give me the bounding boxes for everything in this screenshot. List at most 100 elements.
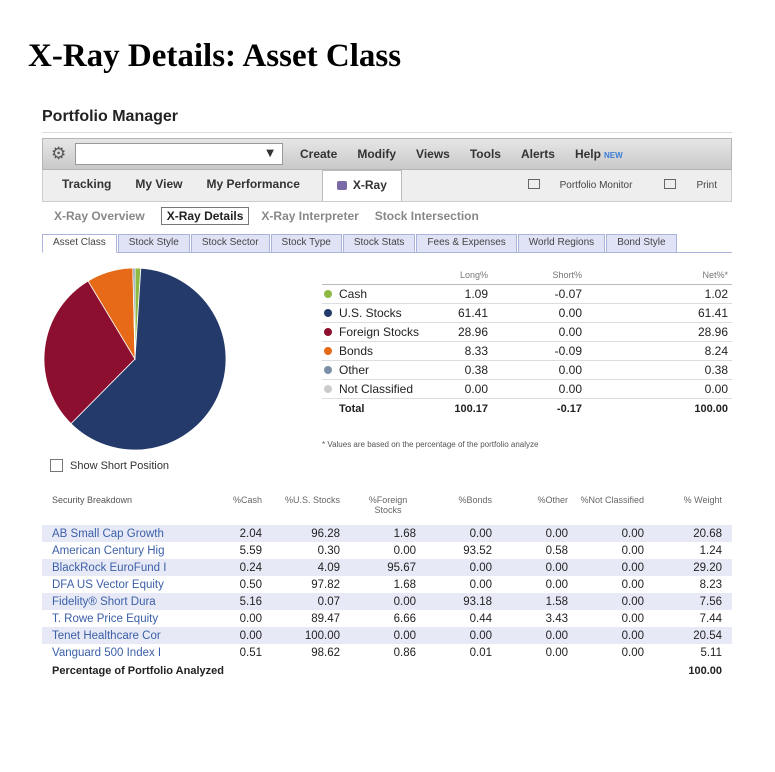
tab-fees-expenses[interactable]: Fees & Expenses — [416, 234, 517, 253]
table-row: DFA US Vector Equity 0.50 97.82 1.68 0.00 0.0… — [42, 576, 732, 593]
bonds-value: 93.18 — [463, 595, 492, 608]
tab-stock-stats[interactable]: Stock Stats — [342, 234, 416, 253]
print-link[interactable]: Print — [648, 179, 717, 191]
security-name[interactable]: American Century Hig — [52, 544, 165, 557]
tab-x-ray[interactable]: X-Ray — [321, 170, 402, 201]
portfolio-monitor-link[interactable]: Portfolio Monitor — [512, 179, 633, 191]
allocation-row: U.S. Stocks 61.41 0.00 61.41 — [322, 304, 732, 323]
not-classified-value: 0.00 — [621, 578, 644, 591]
security-name[interactable]: Tenet Healthcare Cor — [52, 629, 161, 642]
tab-stock-sector[interactable]: Stock Sector — [190, 234, 270, 253]
asset-class-pie-chart — [42, 266, 228, 457]
total-analyzed-label: Percentage of Portfolio Analyzed — [52, 665, 224, 677]
tab-stock-style[interactable]: Stock Style — [117, 234, 190, 253]
weight-value: 7.56 — [699, 595, 722, 608]
security-name[interactable]: Vanguard 500 Index I — [52, 646, 162, 659]
allocation-label: Not Classified — [339, 382, 414, 396]
header-not-classified: %Not Classified — [580, 495, 644, 505]
tab-world-regions[interactable]: World Regions — [517, 234, 606, 253]
bonds-value: 0.44 — [469, 612, 492, 625]
other-value: 0.58 — [545, 544, 568, 557]
bonds-value: 0.00 — [469, 527, 492, 540]
foreign-stocks-value: 0.00 — [393, 629, 416, 642]
not-classified-value: 0.00 — [621, 646, 644, 659]
menu-tools[interactable]: Tools — [469, 147, 501, 161]
allocation-name: Foreign Stocks — [322, 325, 438, 339]
chevron-down-icon: ▼ — [266, 148, 274, 159]
allocation-label: Foreign Stocks — [339, 325, 420, 339]
us-stocks-value: 98.62 — [311, 646, 340, 659]
bonds-value: 0.00 — [469, 629, 492, 642]
allocation-name: Not Classified — [322, 382, 438, 396]
menu-alerts[interactable]: Alerts — [520, 147, 555, 161]
header-foreign-stocks: %Foreign Stocks — [368, 495, 408, 515]
security-name[interactable]: DFA US Vector Equity — [52, 578, 164, 591]
weight-value: 1.24 — [699, 544, 722, 557]
header-bonds: %Bonds — [458, 495, 492, 505]
tab-my-performance[interactable]: My Performance — [206, 177, 300, 191]
portfolio-manager-panel: Portfolio Manager ⚙ ▼ Create Modify View… — [42, 103, 732, 677]
allocation-net: 28.96 — [697, 325, 728, 339]
subnav-xray-interpreter[interactable]: X-Ray Interpreter — [261, 209, 359, 223]
tab-my-view[interactable]: My View — [135, 177, 183, 191]
detail-tabs: Asset Class Stock Style Stock Sector Sto… — [42, 234, 732, 253]
menu-help[interactable]: Help NEW — [575, 147, 623, 161]
not-classified-value: 0.00 — [621, 612, 644, 625]
security-breakdown-rows: AB Small Cap Growth 2.04 96.28 1.68 0.00 0.00… — [42, 525, 732, 661]
portfolio-select[interactable]: ▼ — [75, 143, 283, 165]
allocation-row: Foreign Stocks 28.96 0.00 28.96 — [322, 323, 732, 342]
weight-value: 7.44 — [699, 612, 722, 625]
allocation-long: 8.33 — [464, 344, 488, 358]
bonds-value: 0.00 — [469, 578, 492, 591]
allocation-net: 8.24 — [704, 344, 728, 358]
menu-modify[interactable]: Modify — [357, 147, 397, 161]
security-name[interactable]: AB Small Cap Growth — [52, 527, 164, 540]
tab-stock-type[interactable]: Stock Type — [270, 234, 342, 253]
weight-value: 5.11 — [700, 646, 722, 659]
table-row: Fidelity® Short Dura 5.16 0.07 0.00 93.18 1.5… — [42, 593, 732, 610]
allocation-short: -0.09 — [554, 344, 582, 358]
security-name[interactable]: T. Rowe Price Equity — [52, 612, 159, 625]
subnav-xray-details[interactable]: X-Ray Details — [160, 207, 250, 225]
menu-views[interactable]: Views — [416, 147, 450, 161]
tab-bond-style[interactable]: Bond Style — [606, 234, 677, 253]
legend-dot-icon — [324, 385, 332, 393]
show-short-position[interactable]: Show Short Position — [50, 459, 169, 472]
security-name[interactable]: BlackRock EuroFund I — [52, 561, 167, 574]
header-weight: % Weight — [683, 495, 722, 505]
tab-tracking[interactable]: Tracking — [62, 177, 112, 191]
allocation-row: Bonds 8.33 -0.09 8.24 — [322, 342, 732, 361]
monitor-icon — [527, 179, 540, 189]
pie-slice-u-s-stocks — [70, 267, 227, 451]
allocation-long: 0.38 — [464, 363, 488, 377]
us-stocks-value: 96.28 — [311, 527, 340, 540]
allocation-header: Long% Short% Net%* — [322, 270, 732, 285]
subnav-stock-intersection[interactable]: Stock Intersection — [374, 209, 479, 223]
total-analyzed-value: 100.00 — [688, 665, 722, 677]
not-classified-value: 0.00 — [621, 629, 644, 642]
weight-value: 20.68 — [693, 527, 722, 540]
gear-icon[interactable]: ⚙ — [51, 144, 67, 164]
not-classified-value: 0.00 — [621, 561, 644, 574]
new-badge: NEW — [603, 151, 623, 160]
us-stocks-value: 0.30 — [317, 544, 340, 557]
table-row: Vanguard 500 Index I 0.51 98.62 0.86 0.01 0.0… — [42, 644, 732, 661]
subnav-xray-overview[interactable]: X-Ray Overview — [54, 209, 145, 223]
security-breakdown-total-row: Percentage of Portfolio Analyzed 100.00 — [42, 661, 732, 681]
portfolio-monitor-label: Portfolio Monitor — [559, 180, 633, 191]
allocation-label: U.S. Stocks — [339, 306, 402, 320]
menubar: ⚙ ▼ Create Modify Views Tools Alerts Hel… — [42, 138, 732, 170]
allocation-row: Cash 1.09 -0.07 1.02 — [322, 285, 732, 304]
header-net: Net%* — [702, 270, 728, 280]
cash-value: 0.51 — [239, 646, 262, 659]
allocation-short: 0.00 — [558, 382, 582, 396]
show-short-checkbox[interactable] — [50, 459, 63, 472]
legend-dot-icon — [324, 290, 332, 298]
menu-create[interactable]: Create — [300, 147, 338, 161]
security-name[interactable]: Fidelity® Short Dura — [52, 595, 156, 608]
tab-asset-class[interactable]: Asset Class — [42, 234, 117, 253]
legend-dot-icon — [324, 347, 332, 355]
us-stocks-value: 89.47 — [311, 612, 340, 625]
cash-value: 0.24 — [239, 561, 262, 574]
security-breakdown-table: Security Breakdown %Cash %U.S. Stocks %F… — [42, 495, 732, 681]
